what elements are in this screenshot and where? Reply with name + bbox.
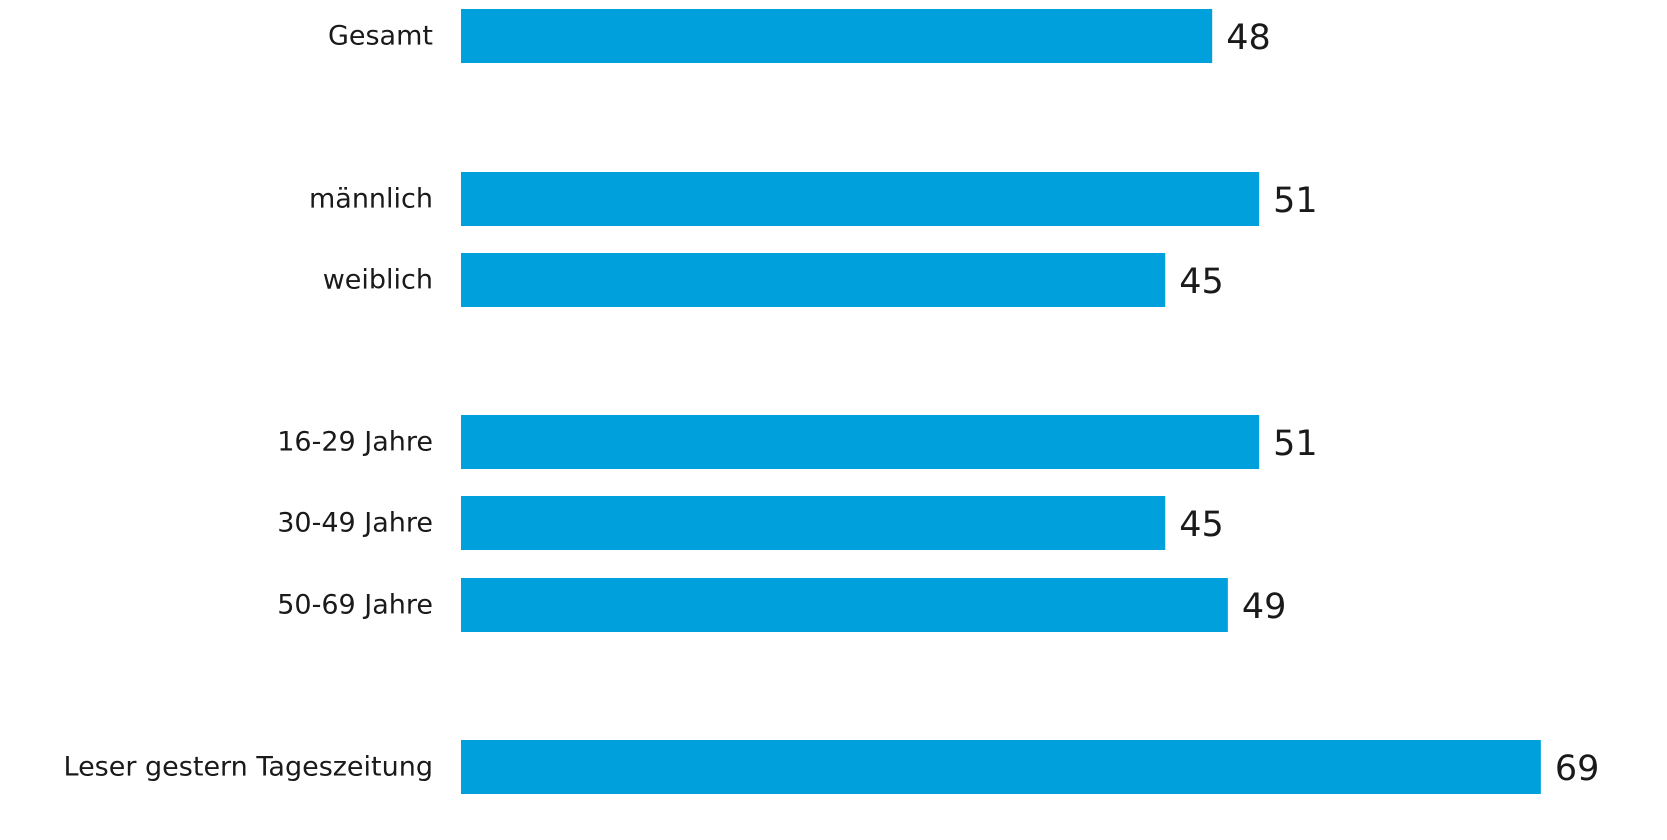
value-label: 48 bbox=[1226, 18, 1271, 58]
category-label: Gesamt bbox=[328, 21, 433, 52]
category-label: weiblich bbox=[323, 265, 433, 296]
bar-2 bbox=[461, 253, 1166, 307]
value-labels-layer: 48 51 45 51 45 49 69 bbox=[1179, 18, 1599, 789]
value-label: 69 bbox=[1555, 749, 1600, 789]
category-label: Leser gestern Tageszeitung bbox=[64, 752, 434, 783]
category-label: 16-29 Jahre bbox=[277, 427, 433, 458]
bar-4 bbox=[461, 496, 1166, 550]
value-label: 51 bbox=[1273, 181, 1318, 221]
bar-1 bbox=[461, 172, 1260, 226]
category-label: 30-49 Jahre bbox=[277, 508, 433, 539]
value-label: 51 bbox=[1273, 424, 1318, 464]
category-label: männlich bbox=[309, 184, 433, 215]
bar-3 bbox=[461, 415, 1260, 469]
value-label: 49 bbox=[1242, 587, 1287, 627]
value-label: 45 bbox=[1179, 505, 1224, 545]
category-label: 50-69 Jahre bbox=[277, 590, 433, 621]
value-label: 45 bbox=[1179, 262, 1224, 302]
category-labels-layer: Gesamt männlich weiblich 16-29 Jahre 30-49 J… bbox=[64, 21, 434, 783]
bar-5 bbox=[461, 578, 1228, 632]
bar-6 bbox=[461, 740, 1541, 794]
bars-layer bbox=[461, 9, 1541, 794]
bar-0 bbox=[461, 9, 1213, 63]
